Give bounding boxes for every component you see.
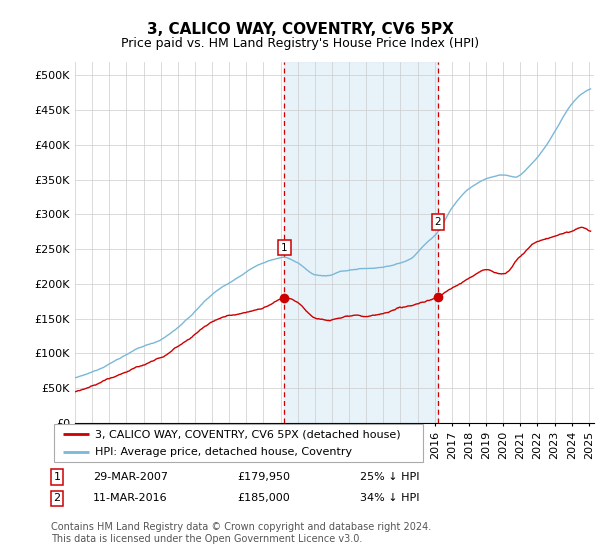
Text: £185,000: £185,000	[237, 493, 290, 503]
Text: Price paid vs. HM Land Registry's House Price Index (HPI): Price paid vs. HM Land Registry's House …	[121, 37, 479, 50]
Text: Contains HM Land Registry data © Crown copyright and database right 2024.
This d: Contains HM Land Registry data © Crown c…	[51, 522, 431, 544]
Bar	[284, 62, 438, 423]
Text: 11-MAR-2016: 11-MAR-2016	[93, 493, 167, 503]
Text: 1: 1	[281, 242, 288, 253]
Text: HPI: Average price, detached house, Coventry: HPI: Average price, detached house, Cove…	[95, 447, 352, 457]
Text: 3, CALICO WAY, COVENTRY, CV6 5PX (detached house): 3, CALICO WAY, COVENTRY, CV6 5PX (detach…	[95, 429, 400, 439]
Text: £179,950: £179,950	[237, 472, 290, 482]
Text: 34% ↓ HPI: 34% ↓ HPI	[360, 493, 419, 503]
Text: 29-MAR-2007: 29-MAR-2007	[93, 472, 168, 482]
Text: 25% ↓ HPI: 25% ↓ HPI	[360, 472, 419, 482]
Text: 3, CALICO WAY, COVENTRY, CV6 5PX: 3, CALICO WAY, COVENTRY, CV6 5PX	[146, 22, 454, 38]
Text: 2: 2	[53, 493, 61, 503]
Text: 1: 1	[53, 472, 61, 482]
Text: 2: 2	[434, 217, 441, 227]
